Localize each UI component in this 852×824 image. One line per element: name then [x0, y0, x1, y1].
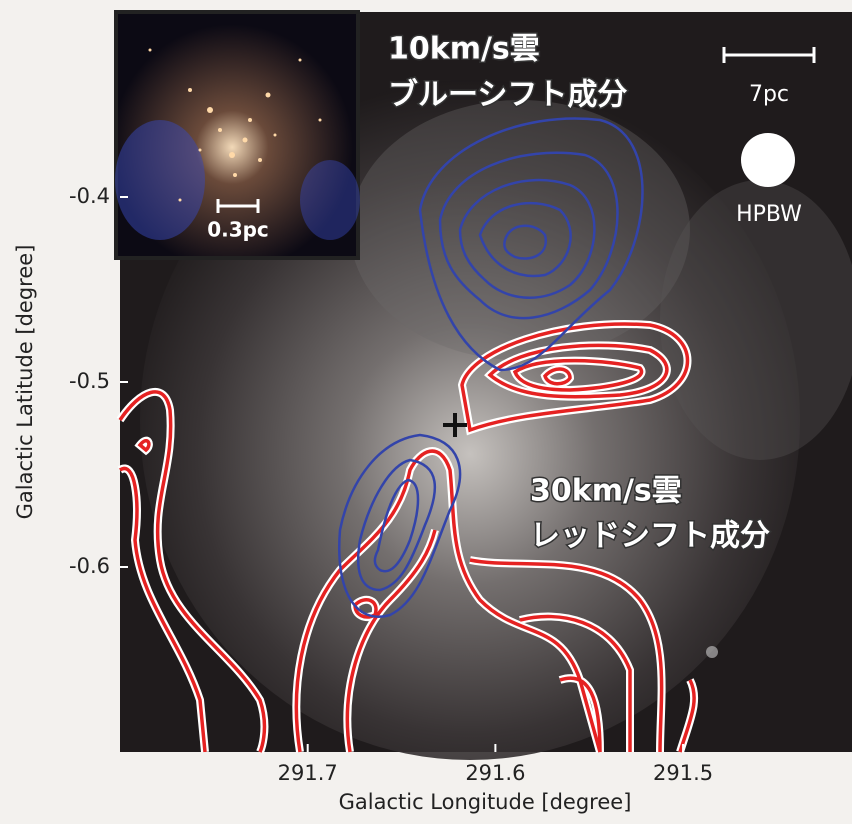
inset-nebula — [300, 160, 360, 240]
inset-scale-label: 0.3pc — [207, 218, 269, 242]
x-tick-label: 291.6 — [465, 761, 525, 785]
annotation: レッドシフト成分 — [530, 519, 770, 554]
scale-label: 7pc — [749, 82, 789, 107]
y-tick-label: -0.5 — [69, 369, 110, 393]
y-tick-label: -0.6 — [69, 554, 110, 578]
annotation: ブルーシフト成分 — [388, 78, 627, 113]
x-tick-label: 291.7 — [278, 761, 338, 785]
inset-nebula — [115, 120, 205, 240]
y-axis-label: Galactic Latitude [degree] — [13, 245, 37, 520]
y-tick-label: -0.4 — [69, 184, 110, 208]
annotation: 30km/s雲 — [530, 474, 682, 509]
beam-label: HPBW — [736, 202, 802, 227]
x-axis-label: Galactic Longitude [degree] — [339, 790, 632, 814]
figure: Galactic Longitude [degree] Galactic Lat… — [0, 0, 852, 824]
beam-circle — [741, 133, 795, 187]
x-tick-label: 291.5 — [653, 761, 713, 785]
annotation: 10km/s雲 — [388, 32, 540, 67]
star — [706, 646, 718, 658]
